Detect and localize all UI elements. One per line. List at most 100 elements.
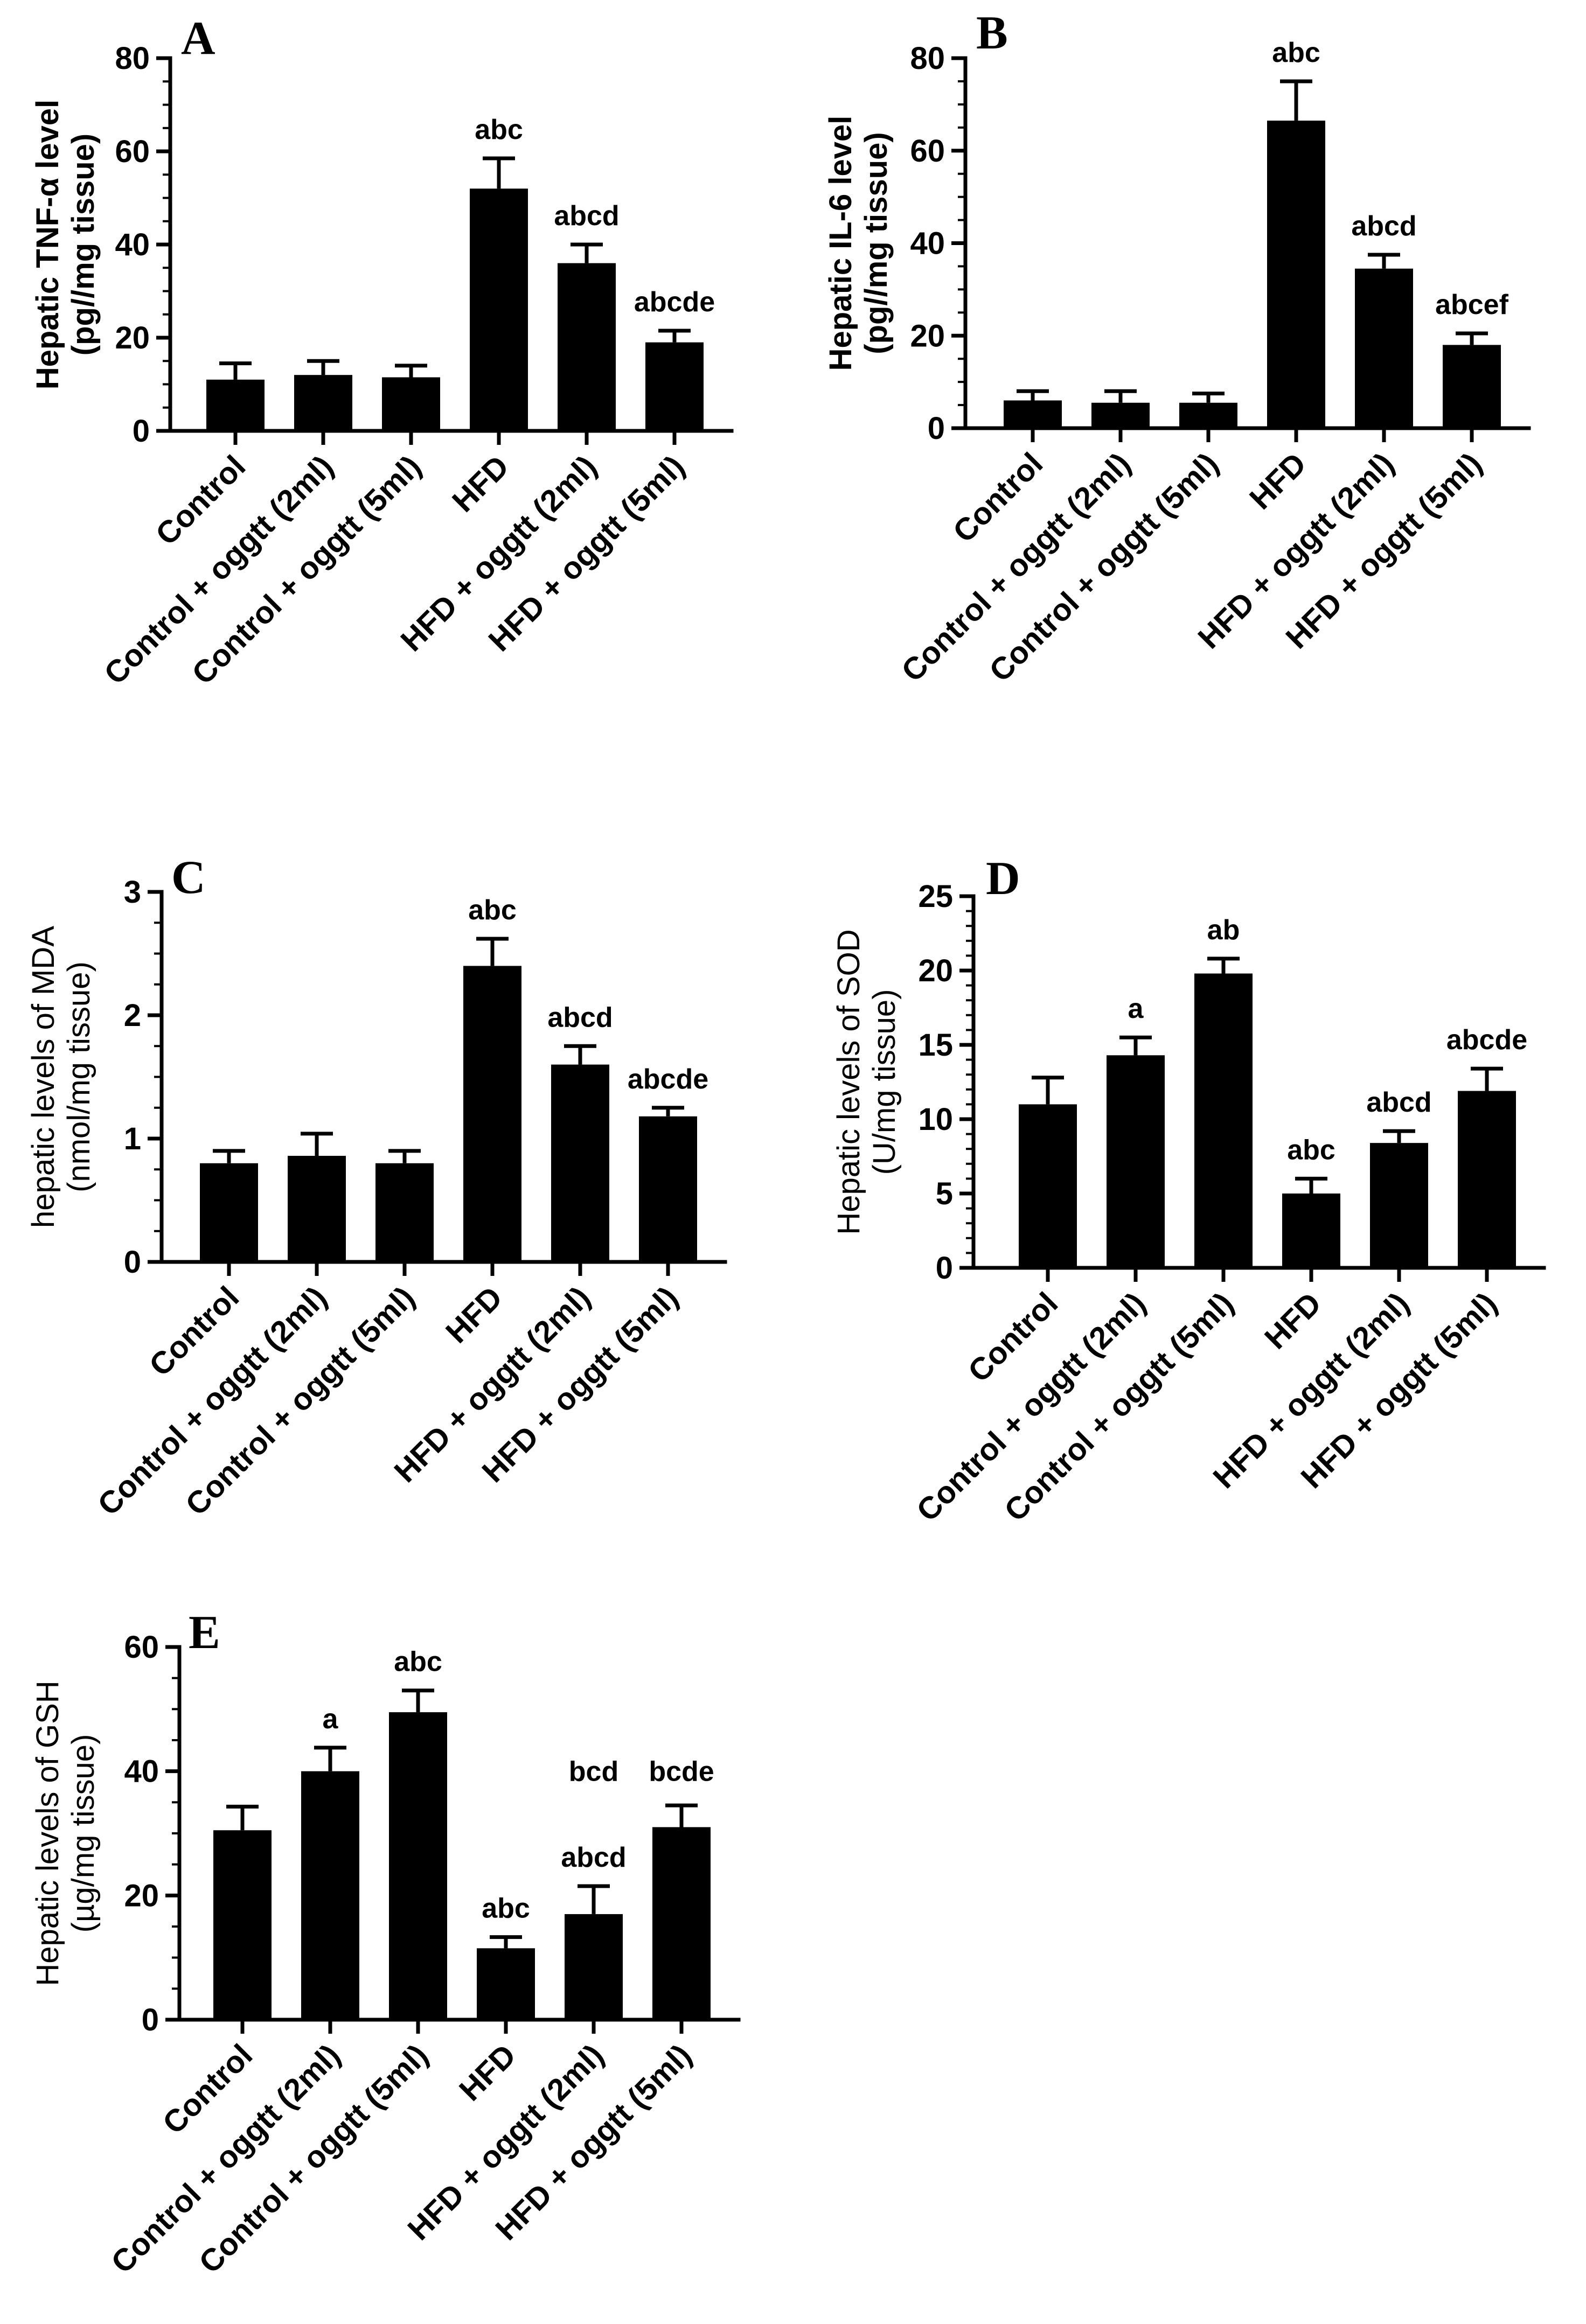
y-tick-label-e-2: 40 <box>124 1754 159 1789</box>
panel-letter-a: A <box>181 12 215 65</box>
y-tick-label-e-0: 0 <box>142 2002 159 2037</box>
significance-label-a-0: abc <box>475 114 523 145</box>
error-bar-a-2 <box>395 364 427 378</box>
bar-d-1 <box>1107 1055 1165 1268</box>
y-axis-unit-d: (U/mg tissue) <box>867 989 902 1175</box>
bar-d-5 <box>1458 1091 1516 1268</box>
bar-a-5 <box>645 342 704 431</box>
y-tick-label-b-4: 80 <box>910 41 945 76</box>
y-tick-label-a-1: 20 <box>115 320 150 355</box>
significance-label-d-1: ab <box>1207 915 1240 946</box>
bar-d-4 <box>1370 1143 1428 1268</box>
bar-a-2 <box>382 377 440 431</box>
bar-e-3 <box>477 1948 535 2020</box>
bar-c-3 <box>463 966 521 1262</box>
error-bar-b-0 <box>1017 389 1049 401</box>
error-bar-c-4 <box>564 1044 596 1065</box>
error-bar-b-1 <box>1104 389 1137 403</box>
bar-b-4 <box>1355 268 1413 428</box>
significance-label-d-2: abc <box>1287 1134 1335 1166</box>
y-tick-label-b-1: 20 <box>910 318 945 353</box>
y-tick-label-d-0: 0 <box>936 1251 953 1286</box>
significance-label-c-0: abc <box>468 895 517 926</box>
y-axis-title-a: Hepatic TNF-α level <box>30 100 65 389</box>
error-bar-e-0 <box>226 1804 259 1831</box>
x-category-label-a-3: HFD <box>446 449 516 519</box>
significance-label-e-4: bcd <box>569 1756 618 1788</box>
panel-letter-e: E <box>189 1607 220 1659</box>
significance-label-e-3: abcd <box>561 1842 626 1873</box>
error-bar-b-3 <box>1280 79 1312 121</box>
y-tick-label-c-1: 1 <box>124 1121 141 1156</box>
significance-label-d-3: abcd <box>1366 1087 1431 1118</box>
error-bar-d-4 <box>1383 1129 1415 1143</box>
error-bar-a-3 <box>483 156 515 189</box>
error-bar-c-0 <box>213 1149 245 1163</box>
panel-letter-d: D <box>986 853 1020 905</box>
error-bar-b-2 <box>1192 392 1225 403</box>
y-axis-unit-e: (µg/mg tissue) <box>66 1734 101 1933</box>
y-tick-label-e-3: 60 <box>124 1630 159 1665</box>
bar-c-1 <box>288 1156 346 1262</box>
bar-b-2 <box>1179 402 1237 428</box>
error-bar-d-0 <box>1032 1076 1064 1105</box>
significance-label-d-0: a <box>1128 993 1144 1024</box>
significance-label-e-2: abc <box>482 1893 530 1924</box>
error-bar-a-0 <box>219 361 252 380</box>
y-tick-label-d-1: 5 <box>936 1176 953 1211</box>
bar-d-2 <box>1194 973 1253 1268</box>
significance-label-c-2: abcde <box>628 1064 708 1095</box>
y-tick-label-c-2: 2 <box>124 998 141 1033</box>
y-tick-label-d-3: 15 <box>918 1028 953 1063</box>
bar-e-5 <box>652 1827 711 2020</box>
y-tick-label-c-0: 0 <box>124 1245 141 1280</box>
bar-e-2 <box>389 1712 447 2020</box>
bar-a-1 <box>294 375 352 431</box>
bar-b-5 <box>1443 345 1501 428</box>
error-bar-e-2 <box>402 1688 434 1713</box>
y-tick-label-b-0: 0 <box>928 411 945 446</box>
significance-label-b-2: abcef <box>1435 289 1509 320</box>
error-bar-d-1 <box>1119 1035 1152 1056</box>
error-bar-e-1 <box>314 1746 346 1771</box>
bar-b-0 <box>1004 400 1062 428</box>
bar-b-3 <box>1267 120 1325 428</box>
y-axis-unit-b: (pg//mg tissue) <box>859 132 894 354</box>
bar-a-0 <box>206 379 265 431</box>
significance-label-c-1: abcd <box>547 1002 613 1033</box>
y-tick-label-e-1: 20 <box>124 1878 159 1913</box>
x-category-label-b-3: HFD <box>1243 446 1313 516</box>
bar-b-1 <box>1091 402 1150 428</box>
significance-label-e-0: a <box>323 1704 339 1735</box>
error-bar-a-1 <box>307 359 339 375</box>
y-axis-title-d: Hepatic levels of SOD <box>831 929 866 1234</box>
y-axis-unit-c: (nmol/mg tissue) <box>61 961 96 1192</box>
significance-label-d-4: abcde <box>1446 1024 1527 1056</box>
y-axis-title-c: hepatic levels of MDA <box>26 926 61 1228</box>
y-tick-label-a-3: 60 <box>115 134 150 169</box>
y-tick-label-c-3: 3 <box>124 875 141 910</box>
y-tick-label-d-4: 20 <box>918 953 953 988</box>
error-bar-c-2 <box>388 1149 421 1163</box>
bar-c-2 <box>375 1163 434 1262</box>
error-bar-e-3 <box>490 1935 522 1949</box>
y-axis-title-e: Hepatic levels of GSH <box>30 1680 65 1986</box>
bar-e-4 <box>565 1914 623 2020</box>
bar-d-0 <box>1019 1104 1077 1268</box>
significance-label-e-5: bcde <box>649 1756 714 1788</box>
y-tick-label-b-3: 60 <box>910 134 945 169</box>
error-bar-b-5 <box>1456 331 1488 345</box>
bar-a-4 <box>558 263 616 431</box>
error-bar-a-5 <box>658 329 691 343</box>
x-category-label-e-3: HFD <box>453 2037 523 2107</box>
error-bar-c-5 <box>652 1106 684 1116</box>
significance-label-e-1: abc <box>394 1646 442 1678</box>
error-bar-b-4 <box>1368 253 1400 269</box>
y-tick-label-d-2: 10 <box>918 1102 953 1137</box>
